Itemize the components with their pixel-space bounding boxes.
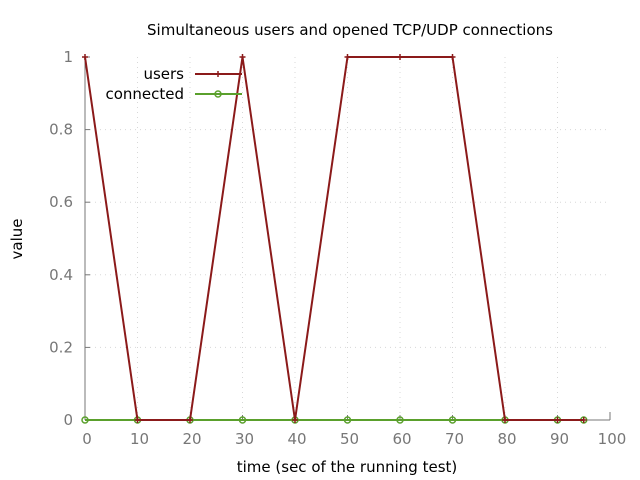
point-users-9: [554, 417, 561, 423]
x-tick-label-5: 50: [340, 430, 359, 448]
y-tick-label-5: 1: [63, 48, 73, 66]
legend: users connected: [105, 65, 242, 103]
x-tick-label-6: 60: [392, 430, 411, 448]
chart-title: Simultaneous users and opened TCP/UDP co…: [147, 21, 553, 39]
point-connected-0: [81, 416, 89, 424]
x-tick-label-4: 40: [287, 430, 306, 448]
point-connected-5: [343, 416, 352, 424]
legend-label-connected: connected: [105, 85, 184, 103]
y-axis-label: value: [8, 219, 26, 260]
point-users-6: [397, 54, 403, 60]
point-users-4: [292, 417, 298, 423]
series-group: [81, 54, 588, 424]
x-tick-label-10: 100: [598, 430, 627, 448]
series-users: [82, 54, 587, 423]
x-tick-label-1: 10: [130, 430, 149, 448]
x-tick-label-0: 0: [82, 430, 92, 448]
grid-lines: [85, 57, 610, 420]
point-users-10: [580, 417, 587, 423]
point-connected-6: [396, 416, 404, 424]
axes: 0 10 20 30 40 50 60 70 80 90 100 0 0.2 0.4 0.6 0.8 1: [49, 48, 626, 448]
y-tick-label-2: 0.4: [49, 266, 73, 284]
x-tick-label-3: 30: [235, 430, 254, 448]
legend-label-users: users: [143, 65, 184, 83]
point-connected-3: [238, 416, 247, 424]
point-users-7: [449, 54, 456, 60]
x-tick-label-8: 80: [497, 430, 516, 448]
y-tick-label-0: 0: [63, 411, 73, 429]
point-users-1: [134, 417, 141, 423]
x-tick-label-9: 90: [550, 430, 569, 448]
series-line-users: [84, 56, 584, 421]
y-tick-label-3: 0.6: [49, 193, 73, 211]
point-users-8: [502, 417, 508, 423]
y-tick-label-1: 0.2: [49, 338, 73, 356]
point-users-5: [344, 54, 351, 60]
x-tick-label-2: 20: [182, 430, 201, 448]
point-users-0: [82, 54, 88, 60]
legend-marker-users: [215, 71, 221, 77]
x-tick-label-7: 70: [445, 430, 464, 448]
point-users-2: [187, 417, 193, 423]
point-connected-7: [448, 416, 457, 424]
x-axis-label: time (sec of the running test): [237, 458, 458, 476]
point-users-3: [239, 54, 246, 60]
legend-marker-connected: [214, 90, 222, 98]
y-tick-label-4: 0.8: [49, 121, 73, 139]
